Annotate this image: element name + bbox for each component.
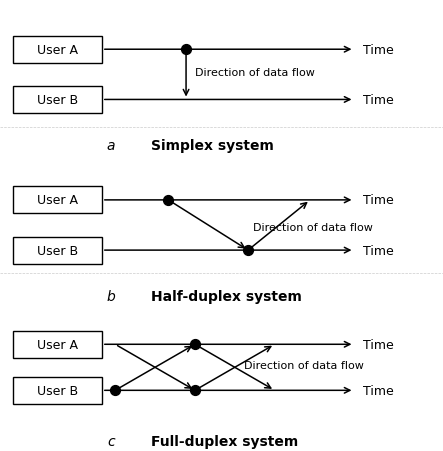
Point — [112, 387, 119, 394]
Text: User A: User A — [37, 44, 78, 56]
Point — [245, 247, 252, 254]
Text: Time: Time — [363, 44, 394, 56]
Text: Full-duplex system: Full-duplex system — [151, 433, 298, 447]
Text: Direction of data flow: Direction of data flow — [195, 68, 315, 78]
Text: a: a — [106, 139, 115, 153]
Point — [191, 341, 198, 348]
Text: Direction of data flow: Direction of data flow — [253, 223, 373, 233]
FancyBboxPatch shape — [13, 237, 102, 264]
FancyBboxPatch shape — [13, 331, 102, 358]
Text: Direction of data flow: Direction of data flow — [244, 360, 364, 370]
Text: Time: Time — [363, 338, 394, 351]
FancyBboxPatch shape — [13, 377, 102, 404]
Text: Simplex system: Simplex system — [151, 139, 273, 153]
Text: Time: Time — [363, 94, 394, 107]
Text: User B: User B — [37, 384, 78, 397]
Text: b: b — [106, 290, 115, 304]
Text: Time: Time — [363, 384, 394, 397]
Text: c: c — [107, 433, 115, 447]
Text: User A: User A — [37, 194, 78, 207]
Point — [183, 46, 190, 54]
Point — [191, 387, 198, 394]
Text: Time: Time — [363, 194, 394, 207]
Point — [165, 197, 172, 204]
Text: Time: Time — [363, 244, 394, 257]
Text: User B: User B — [37, 94, 78, 107]
FancyBboxPatch shape — [13, 187, 102, 214]
Text: User B: User B — [37, 244, 78, 257]
Text: Half-duplex system: Half-duplex system — [151, 290, 302, 304]
FancyBboxPatch shape — [13, 87, 102, 114]
Text: User A: User A — [37, 338, 78, 351]
FancyBboxPatch shape — [13, 37, 102, 64]
